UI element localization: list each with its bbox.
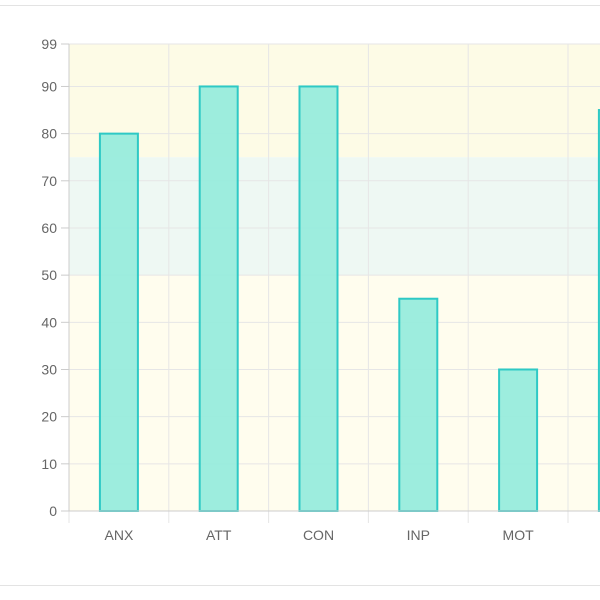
x-tick-label-inp: INP xyxy=(407,527,430,543)
panel-top-divider xyxy=(0,5,600,6)
panel-bottom-divider xyxy=(0,585,600,586)
y-tick-label: 30 xyxy=(41,361,57,377)
y-tick-label: 80 xyxy=(41,126,57,142)
chart-axes xyxy=(61,44,600,512)
y-tick-label: 90 xyxy=(41,78,57,94)
chart-bars xyxy=(98,85,600,513)
y-tick-label: 10 xyxy=(41,456,57,472)
bar-mot xyxy=(498,368,539,513)
y-tick-label: 50 xyxy=(41,267,57,283)
bar-con xyxy=(298,85,339,512)
y-tick-label: 99 xyxy=(41,36,57,52)
y-tick-label: 20 xyxy=(41,409,57,425)
x-tick-label-mot: MOT xyxy=(503,527,535,543)
x-tick-label-con: CON xyxy=(303,527,334,543)
y-tick-label: 0 xyxy=(49,503,57,519)
x-tick-label-att: ATT xyxy=(206,527,232,543)
y-axis-ticks: 0 10 20 30 40 50 60 70 80 90 99 xyxy=(41,36,69,519)
y-tick-label: 70 xyxy=(41,173,57,189)
x-axis-ticks: ANX ATT CON INP MOT xyxy=(105,527,535,543)
y-tick-label: 60 xyxy=(41,220,57,236)
y-tick-label: 40 xyxy=(41,314,57,330)
bar-anx xyxy=(98,132,139,513)
bar-att xyxy=(198,85,239,512)
bar-prf xyxy=(597,109,600,512)
bar-inp xyxy=(398,297,439,512)
x-tick-label-anx: ANX xyxy=(105,527,134,543)
